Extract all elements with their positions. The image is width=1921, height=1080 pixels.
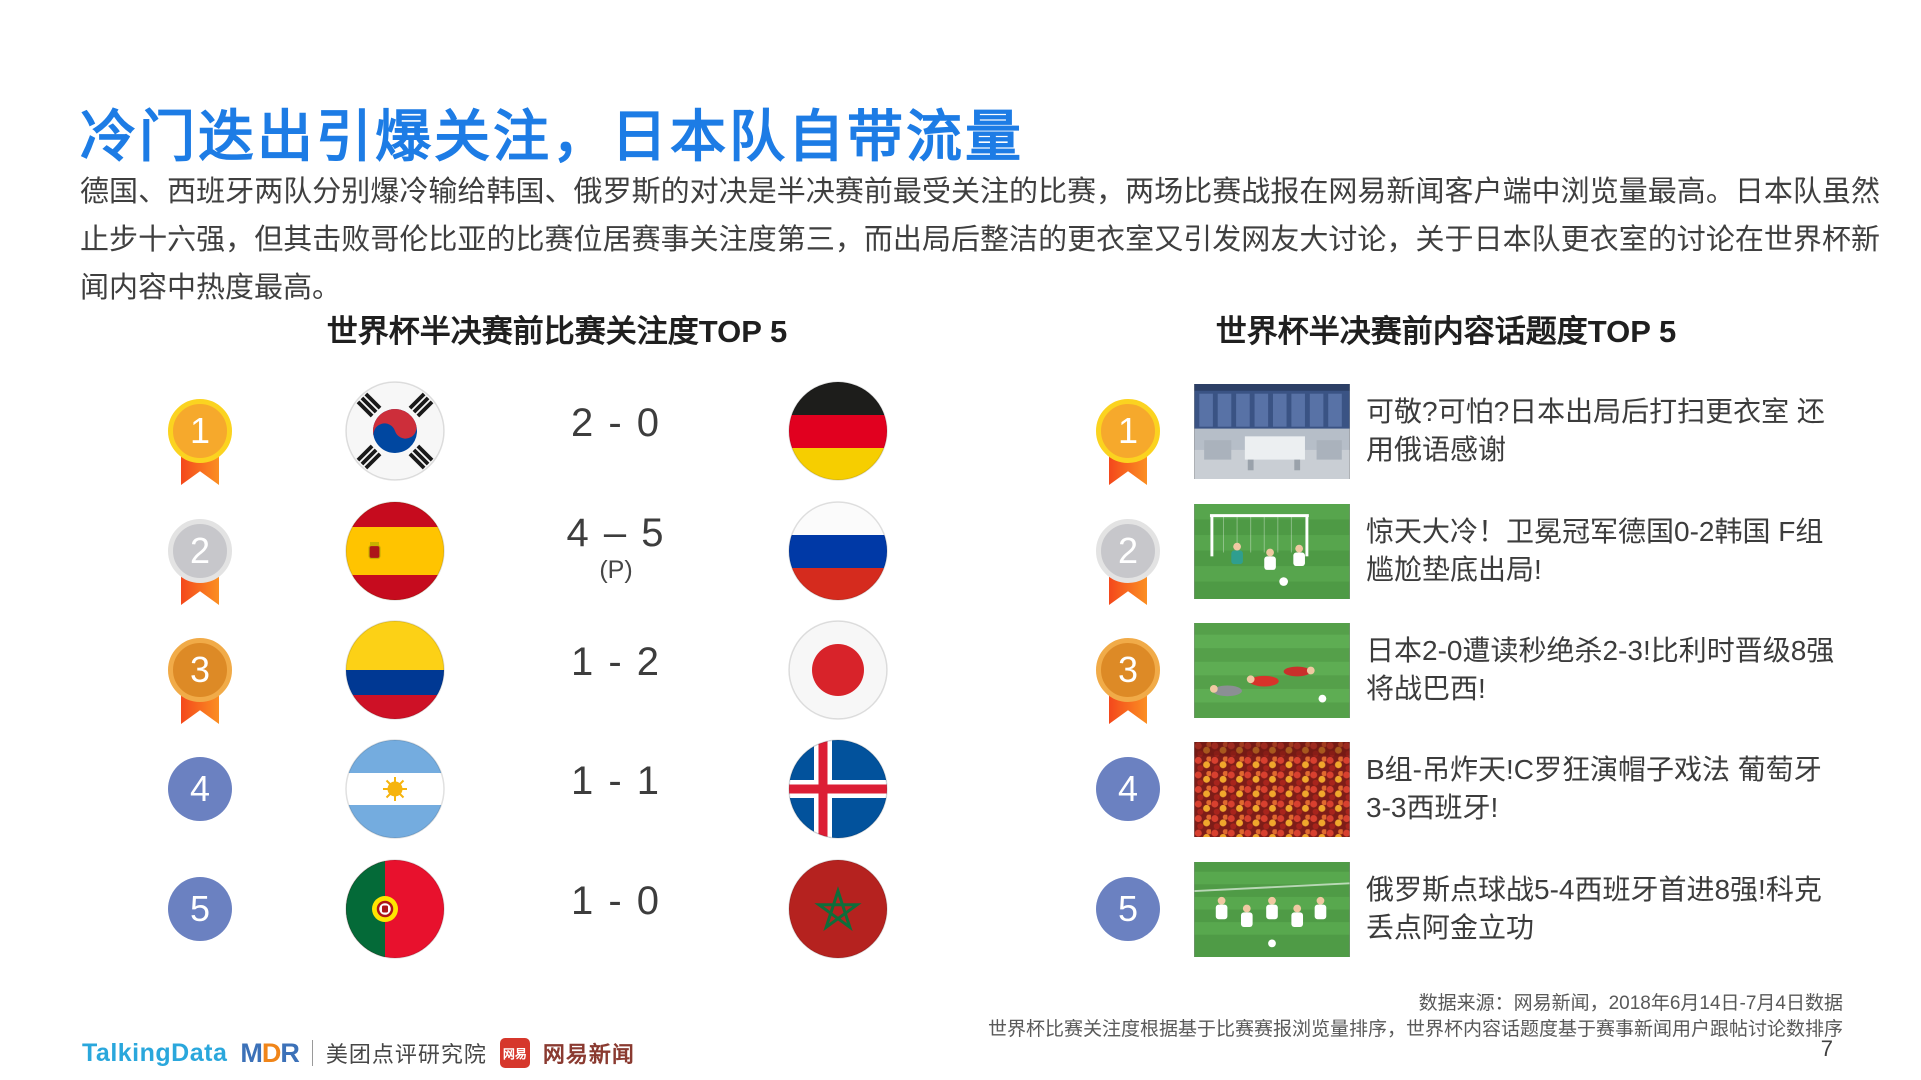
south-korea-flag-icon (345, 381, 445, 481)
rank-4-medal-icon: 4 (168, 757, 232, 821)
news-headline: 可敬?可怕?日本出局后打扫更衣室 还用俄语感谢 (1366, 383, 1844, 479)
footer-logos: TalkingData MDR 美团点评研究院 网易 网易新闻 (82, 1036, 635, 1070)
news-photo-celebration (1194, 862, 1350, 957)
news-headline: 惊天大冷！卫冕冠军德国0-2韩国 F组尴尬垫底出局! (1366, 503, 1844, 599)
germany-flag-icon (788, 381, 888, 481)
headline-text: 惊天大冷！卫冕冠军德国0-2韩国 F组尴尬垫底出局! (1366, 516, 1824, 585)
news-headline: B组-吊炸天!C罗狂演帽子戏法 葡萄牙3-3西班牙! (1366, 741, 1844, 837)
rank-number: 1 (1096, 399, 1160, 463)
logo-divider (311, 1040, 313, 1066)
rank-5-medal-icon: 5 (168, 877, 232, 941)
rank-2-medal-icon: 2 (168, 519, 232, 605)
talkingdata-logo: TalkingData (82, 1038, 228, 1067)
mdr-logo: MDR (240, 1038, 299, 1069)
headline-text: 日本2-0遭读秒绝杀2-3!比利时晋级8强将战巴西! (1366, 635, 1835, 704)
rank-number: 2 (168, 519, 232, 583)
rank-number: 5 (168, 877, 232, 941)
right-panel-header: 世界杯半决赛前内容话题度TOP 5 (1215, 314, 1677, 349)
score-value: 2 - 0 (570, 401, 662, 445)
meituan-research-logo: 美团点评研究院 (325, 1042, 487, 1067)
argentina-flag-icon (345, 739, 445, 839)
news-photo-locker-room (1194, 384, 1350, 479)
left-panel-header: 世界杯半决赛前比赛关注度TOP 5 (326, 314, 788, 349)
data-source-line2: 世界杯比赛关注度根据基于比赛赛报浏览量排序，世界杯内容话题度基于赛事新闻用户跟帖… (987, 1019, 1843, 1040)
news-photo-fans (1194, 742, 1350, 837)
headline-text: 可敬?可怕?日本出局后打扫更衣室 还用俄语感谢 (1366, 396, 1825, 465)
rank-number: 1 (168, 399, 232, 463)
rank-number: 4 (168, 757, 232, 821)
rank-2-medal-icon: 2 (1096, 519, 1160, 605)
page-number: 7 (1820, 1036, 1833, 1061)
mdr-letter: D (261, 1037, 281, 1068)
rank-5-medal-icon: 5 (1096, 877, 1160, 941)
page-title: 冷门迭出引爆关注，日本队自带流量 (80, 105, 1024, 168)
news-headline: 俄罗斯点球战5-4西班牙首进8强!科克丢点阿金立功 (1366, 861, 1844, 957)
news-headline: 日本2-0遭读秒绝杀2-3!比利时晋级8强将战巴西! (1366, 622, 1844, 718)
japan-flag-icon (788, 620, 888, 720)
netease-news-logo: 网易新闻 (542, 1042, 635, 1067)
score-note: (P) (599, 556, 633, 584)
rank-number: 3 (1096, 638, 1160, 702)
rank-1-medal-icon: 1 (168, 399, 232, 485)
portugal-flag-icon (345, 859, 445, 959)
rank-3-medal-icon: 3 (1096, 638, 1160, 724)
score-value: 1 - 0 (570, 879, 662, 923)
mdr-letter: M (240, 1037, 262, 1068)
iceland-flag-icon (788, 739, 888, 839)
match-score: 1 - 1 (506, 759, 726, 803)
rank-number: 3 (168, 638, 232, 702)
rank-3-medal-icon: 3 (168, 638, 232, 724)
headline-text: B组-吊炸天!C罗狂演帽子戏法 葡萄牙3-3西班牙! (1366, 754, 1822, 823)
match-score: 1 - 0 (506, 879, 726, 923)
rank-number: 2 (1096, 519, 1160, 583)
rank-1-medal-icon: 1 (1096, 399, 1160, 485)
russia-flag-icon (788, 501, 888, 601)
spain-flag-icon (345, 501, 445, 601)
intro-paragraph: 德国、西班牙两队分别爆冷输给韩国、俄罗斯的对决是半决赛前最受关注的比赛，两场比赛… (80, 176, 1880, 304)
colombia-flag-icon (345, 620, 445, 720)
match-score: 2 - 0 (506, 401, 726, 445)
mdr-letter: R (280, 1037, 299, 1068)
data-source-line1: 数据来源：网易新闻，2018年6月14日-7月4日数据 (1418, 993, 1843, 1014)
match-score: 1 - 2 (506, 640, 726, 684)
netease-badge-icon: 网易 (499, 1038, 530, 1068)
score-value: 1 - 1 (570, 759, 662, 803)
news-photo-match-goal (1194, 504, 1350, 599)
news-photo-pitch (1194, 623, 1350, 718)
rank-4-medal-icon: 4 (1096, 757, 1160, 821)
headline-text: 俄罗斯点球战5-4西班牙首进8强!科克丢点阿金立功 (1366, 874, 1822, 943)
match-score: 4 – 5 (P) (506, 511, 726, 585)
rank-number: 4 (1096, 757, 1160, 821)
score-value: 1 - 2 (570, 640, 662, 684)
morocco-flag-icon (788, 859, 888, 959)
score-value: 4 – 5 (566, 511, 666, 555)
rank-number: 5 (1096, 877, 1160, 941)
